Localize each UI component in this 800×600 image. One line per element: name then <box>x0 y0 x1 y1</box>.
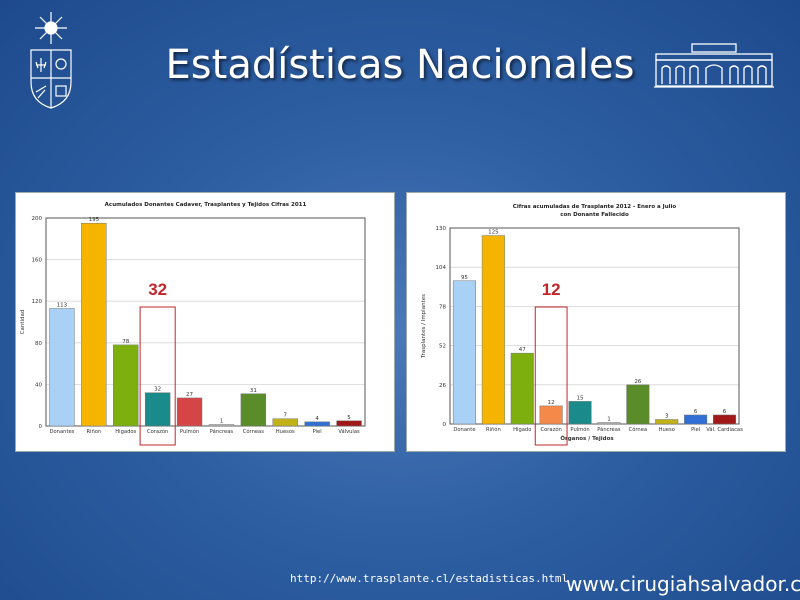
x-tick-label: Pulmón <box>180 428 199 435</box>
website-label: www.cirugiahsalvador.cl <box>566 572 800 596</box>
data-label: 125 <box>488 230 499 236</box>
bar-9 <box>304 421 330 427</box>
bar-8 <box>655 419 679 425</box>
x-tick-label: Córnea <box>629 426 648 433</box>
x-tick-label: Donantes <box>50 429 75 435</box>
x-tick-label: Riñon <box>86 429 101 435</box>
x-tick-label: Corazón <box>541 426 562 433</box>
bar-3 <box>113 344 139 427</box>
data-label: 195 <box>89 217 100 223</box>
data-label: 12 <box>548 400 555 406</box>
bar-5 <box>568 401 592 425</box>
bar-2 <box>81 222 107 427</box>
data-label: 95 <box>461 275 468 281</box>
data-label: 7 <box>284 413 288 419</box>
x-tick-label: Riñón <box>486 426 501 433</box>
bar-10 <box>336 420 362 427</box>
data-label: 15 <box>577 395 584 401</box>
highlight-value: 32 <box>148 280 167 299</box>
y-tick-label: 160 <box>32 258 43 264</box>
bar-1 <box>49 308 75 427</box>
bar-7 <box>626 384 650 425</box>
y-tick-label: 120 <box>32 299 43 305</box>
plot-frame <box>45 217 366 427</box>
data-label: 5 <box>347 415 351 421</box>
bar-2 <box>481 235 505 425</box>
x-tick-label: Válvulas <box>338 428 360 435</box>
bar-5 <box>176 397 203 427</box>
x-tick-label: Piel <box>313 429 322 435</box>
bar-3 <box>510 352 534 425</box>
y-tick-label: 130 <box>436 226 447 232</box>
x-tick-label: Donante <box>453 427 475 433</box>
bar-6 <box>208 424 235 427</box>
data-label: 31 <box>250 388 257 394</box>
x-tick-label: Huesos <box>276 429 295 435</box>
x-tick-label: Piel <box>691 427 700 433</box>
data-label: 26 <box>634 379 641 385</box>
data-label: 32 <box>154 387 161 393</box>
data-label: 1 <box>607 416 611 422</box>
source-url[interactable]: http://www.trasplante.cl/estadisticas.ht… <box>290 572 569 585</box>
chart-panel-2012: Cifras acumuladas de Trasplante 2012 - E… <box>406 192 786 452</box>
slide-title: Estadísticas Nacionales <box>165 42 635 88</box>
data-label: 3 <box>665 413 669 419</box>
data-label: 6 <box>723 409 727 415</box>
y-tick-label: 0 <box>39 424 43 430</box>
highlight-box <box>534 306 568 446</box>
bar-4 <box>144 392 171 427</box>
x-tick-label: Higado <box>513 427 531 433</box>
y-tick-label: 0 <box>443 422 447 428</box>
y-tick-label: 52 <box>439 344 446 350</box>
y-tick-label: 78 <box>439 304 446 310</box>
y-tick-label: 104 <box>436 265 447 271</box>
bar-1 <box>452 280 476 425</box>
x-tick-label: Páncreas <box>210 428 234 435</box>
data-label: 4 <box>315 416 319 422</box>
highlight-box <box>139 306 176 446</box>
bar-8 <box>272 418 298 427</box>
x-tick-label: Pulmón <box>570 426 589 433</box>
data-label: 78 <box>122 339 129 345</box>
x-tick-label: Vál. Cardiacas <box>706 426 743 433</box>
x-tick-label: Córneas <box>243 428 264 435</box>
bar-chart-2011: Acumulados Donantes Cadaver, Trasplantes… <box>20 202 366 446</box>
bar-7 <box>240 393 267 427</box>
x-tick-label: Corazón <box>147 428 168 435</box>
building-facade-icon <box>652 40 776 90</box>
y-tick-label: 26 <box>439 383 446 389</box>
y-axis-label: Trasplantes / Implantes <box>421 294 427 359</box>
plot-frame <box>449 227 740 425</box>
bar-9 <box>684 414 708 425</box>
x-axis-label: Órganos / Tejidos <box>560 435 614 442</box>
data-label: 6 <box>694 409 698 415</box>
chart-subtitle: con Donante Fallecido <box>560 212 629 218</box>
highlight-value: 12 <box>542 280 561 299</box>
chart-title: Acumulados Donantes Cadaver, Trasplantes… <box>105 202 307 208</box>
chart-title: Cifras acumuladas de Trasplante 2012 - E… <box>513 204 677 210</box>
y-tick-label: 200 <box>32 216 43 222</box>
bar-6 <box>597 422 621 425</box>
x-tick-label: Higados <box>115 429 136 435</box>
y-tick-label: 80 <box>35 341 42 347</box>
data-label: 1 <box>220 419 224 425</box>
y-axis-label: Cantidad <box>20 310 26 335</box>
bar-4 <box>539 405 563 425</box>
x-tick-label: Páncreas <box>597 426 621 433</box>
y-tick-label: 40 <box>35 382 42 388</box>
data-label: 27 <box>186 392 193 398</box>
bar-chart-2012: Cifras acumuladas de Trasplante 2012 - E… <box>421 204 743 446</box>
bar-10 <box>713 414 737 425</box>
university-emblem-icon <box>26 10 76 110</box>
chart-panel-2011: Acumulados Donantes Cadaver, Trasplantes… <box>15 192 395 452</box>
data-label: 113 <box>57 302 68 308</box>
data-label: 47 <box>519 347 526 353</box>
x-tick-label: Hueso <box>659 427 675 433</box>
